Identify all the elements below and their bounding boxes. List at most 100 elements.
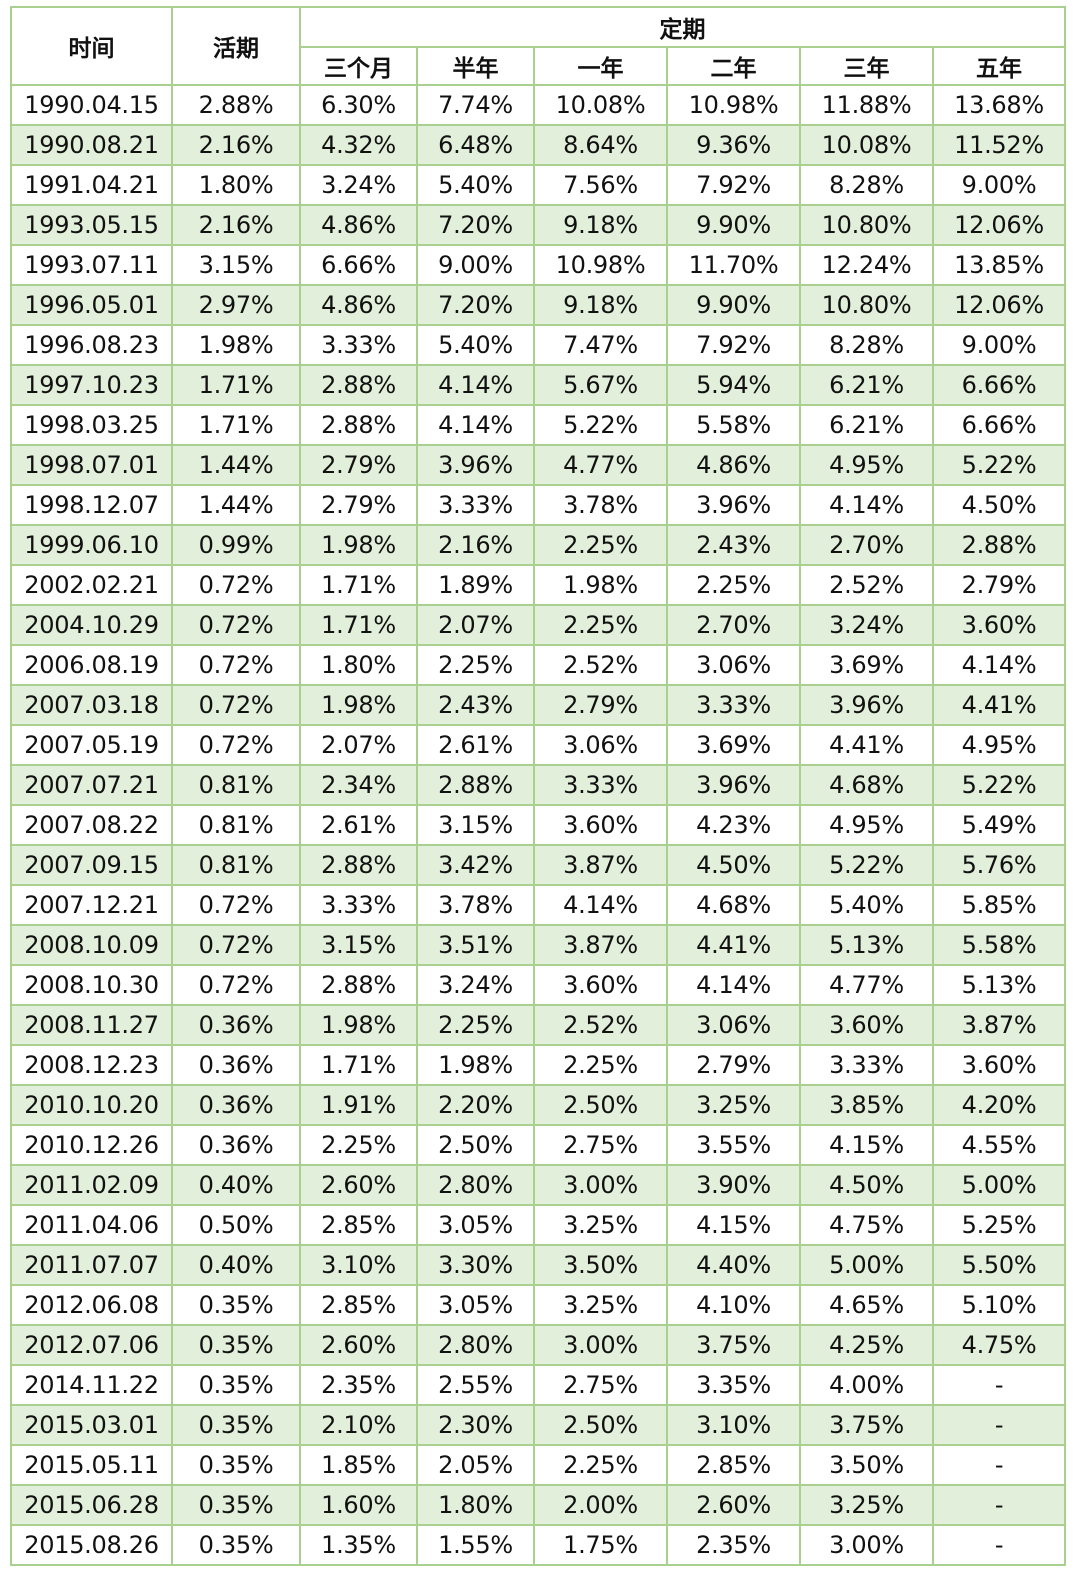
table-row: 2015.05.11 0.35% 1.85% 2.05% 2.25% 2.85% 3.50%… <box>10 1444 1066 1486</box>
cell-current: 0.36% <box>171 1084 301 1126</box>
cell-term-2y: 3.96% <box>666 484 801 526</box>
cell-current: 1.71% <box>171 364 301 406</box>
cell-term-5y: 5.76% <box>932 844 1066 886</box>
cell-term-3m: 1.85% <box>299 1444 418 1486</box>
cell-term-3m: 1.71% <box>299 1044 418 1086</box>
cell-term-1y: 2.25% <box>533 524 668 566</box>
cell-term-1y: 10.98% <box>533 244 668 286</box>
cell-term-1y: 1.75% <box>533 1524 668 1566</box>
cell-term-2y: 7.92% <box>666 324 801 366</box>
table-row: 2004.10.29 0.72% 1.71% 2.07% 2.25% 2.70% 3.24%… <box>10 604 1066 646</box>
cell-date: 2011.02.09 <box>10 1164 173 1206</box>
table-row: 2007.08.22 0.81% 2.61% 3.15% 3.60% 4.23% 4.95%… <box>10 804 1066 846</box>
cell-term-1y: 3.87% <box>533 844 668 886</box>
cell-term-5y: 4.14% <box>932 644 1066 686</box>
table-row: 1998.12.07 1.44% 2.79% 3.33% 3.78% 3.96% 4.14%… <box>10 484 1066 526</box>
cell-date: 1996.05.01 <box>10 284 173 326</box>
cell-term-1y: 3.50% <box>533 1244 668 1286</box>
cell-current: 0.72% <box>171 964 301 1006</box>
cell-term-3m: 1.71% <box>299 604 418 646</box>
cell-term-5y: 3.87% <box>932 1004 1066 1046</box>
cell-term-5y: 4.20% <box>932 1084 1066 1126</box>
cell-term-1y: 7.47% <box>533 324 668 366</box>
cell-date: 2015.03.01 <box>10 1404 173 1446</box>
table-body: 1990.04.15 2.88% 6.30% 7.74% 10.08% 10.98% 11.… <box>10 84 1066 1566</box>
cell-term-2y: 4.86% <box>666 444 801 486</box>
cell-date: 2015.06.28 <box>10 1484 173 1526</box>
cell-current: 0.99% <box>171 524 301 566</box>
header-time: 时间 <box>10 6 173 86</box>
cell-date: 2007.12.21 <box>10 884 173 926</box>
cell-term-3m: 2.07% <box>299 724 418 766</box>
cell-current: 0.72% <box>171 724 301 766</box>
cell-term-2y: 3.75% <box>666 1324 801 1366</box>
cell-term-5y: 11.52% <box>932 124 1066 166</box>
cell-term-2y: 4.10% <box>666 1284 801 1326</box>
cell-current: 1.44% <box>171 444 301 486</box>
cell-term-3y: 4.75% <box>799 1204 934 1246</box>
cell-term-2y: 3.90% <box>666 1164 801 1206</box>
cell-term-3m: 1.98% <box>299 1004 418 1046</box>
cell-term-1y: 4.77% <box>533 444 668 486</box>
cell-term-5y: - <box>932 1364 1066 1406</box>
cell-term-2y: 3.06% <box>666 644 801 686</box>
cell-current: 0.72% <box>171 644 301 686</box>
cell-term-6m: 2.25% <box>416 1004 535 1046</box>
cell-term-1y: 2.52% <box>533 644 668 686</box>
cell-term-6m: 5.40% <box>416 164 535 206</box>
cell-term-5y: 6.66% <box>932 404 1066 446</box>
cell-date: 2008.11.27 <box>10 1004 173 1046</box>
cell-current: 0.81% <box>171 844 301 886</box>
rate-table-container: 时间 活期 定期 三个月 半年 一年 二年 三年 五年 1990.04.15 2.… <box>10 6 1066 1566</box>
cell-term-5y: 5.25% <box>932 1204 1066 1246</box>
cell-term-3y: 5.13% <box>799 924 934 966</box>
cell-current: 0.36% <box>171 1124 301 1166</box>
cell-term-6m: 3.05% <box>416 1204 535 1246</box>
table-row: 2012.07.06 0.35% 2.60% 2.80% 3.00% 3.75% 4.25%… <box>10 1324 1066 1366</box>
table-row: 1990.04.15 2.88% 6.30% 7.74% 10.08% 10.98% 11.… <box>10 84 1066 126</box>
cell-date: 2011.07.07 <box>10 1244 173 1286</box>
cell-term-1y: 2.79% <box>533 684 668 726</box>
cell-term-3y: 4.77% <box>799 964 934 1006</box>
cell-term-1y: 3.33% <box>533 764 668 806</box>
cell-term-2y: 3.33% <box>666 684 801 726</box>
cell-term-5y: 13.68% <box>932 84 1066 126</box>
cell-term-1y: 3.25% <box>533 1204 668 1246</box>
cell-term-5y: 5.49% <box>932 804 1066 846</box>
cell-term-6m: 2.43% <box>416 684 535 726</box>
cell-term-2y: 2.85% <box>666 1444 801 1486</box>
cell-term-3m: 2.60% <box>299 1324 418 1366</box>
cell-term-2y: 3.10% <box>666 1404 801 1446</box>
cell-term-1y: 2.75% <box>533 1124 668 1166</box>
cell-term-2y: 3.35% <box>666 1364 801 1406</box>
cell-term-6m: 7.74% <box>416 84 535 126</box>
table-row: 2008.10.30 0.72% 2.88% 3.24% 3.60% 4.14% 4.77%… <box>10 964 1066 1006</box>
cell-term-3y: 11.88% <box>799 84 934 126</box>
cell-term-6m: 3.24% <box>416 964 535 1006</box>
cell-term-6m: 2.80% <box>416 1324 535 1366</box>
cell-term-3m: 1.98% <box>299 524 418 566</box>
cell-date: 1991.04.21 <box>10 164 173 206</box>
table-row: 2008.10.09 0.72% 3.15% 3.51% 3.87% 4.41% 5.13%… <box>10 924 1066 966</box>
cell-date: 2014.11.22 <box>10 1364 173 1406</box>
cell-date: 1996.08.23 <box>10 324 173 366</box>
cell-term-3y: 4.65% <box>799 1284 934 1326</box>
cell-date: 2007.08.22 <box>10 804 173 846</box>
cell-term-5y: 4.95% <box>932 724 1066 766</box>
cell-term-1y: 3.00% <box>533 1324 668 1366</box>
cell-term-3y: 10.80% <box>799 284 934 326</box>
table-row: 2010.10.20 0.36% 1.91% 2.20% 2.50% 3.25% 3.85%… <box>10 1084 1066 1126</box>
header-term-3y: 三年 <box>799 46 934 86</box>
cell-term-2y: 2.79% <box>666 1044 801 1086</box>
cell-term-2y: 7.92% <box>666 164 801 206</box>
cell-term-3y: 2.52% <box>799 564 934 606</box>
cell-term-6m: 3.30% <box>416 1244 535 1286</box>
cell-term-5y: 12.06% <box>932 204 1066 246</box>
cell-term-2y: 11.70% <box>666 244 801 286</box>
cell-term-1y: 2.25% <box>533 1044 668 1086</box>
cell-term-1y: 1.98% <box>533 564 668 606</box>
cell-date: 2007.03.18 <box>10 684 173 726</box>
cell-date: 2012.07.06 <box>10 1324 173 1366</box>
cell-term-3y: 4.41% <box>799 724 934 766</box>
table-row: 2007.07.21 0.81% 2.34% 2.88% 3.33% 3.96% 4.68%… <box>10 764 1066 806</box>
